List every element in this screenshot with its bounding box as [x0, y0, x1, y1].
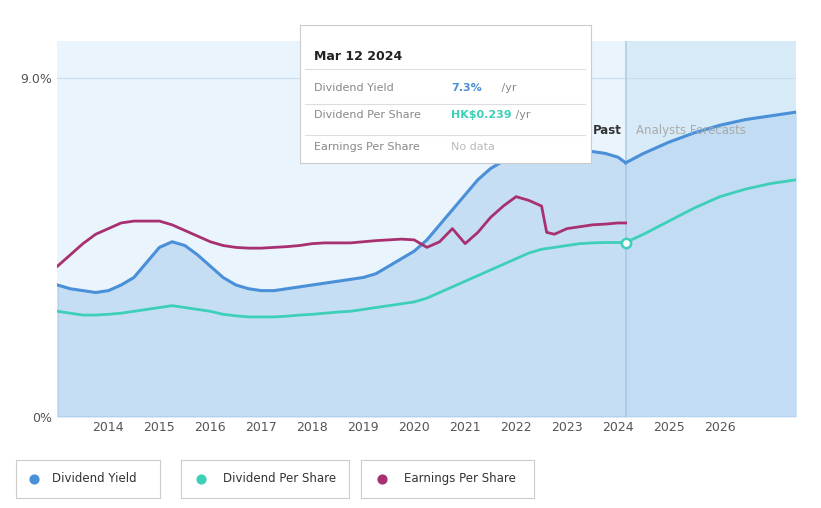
Text: Mar 12 2024: Mar 12 2024	[314, 50, 402, 63]
Text: Dividend Per Share: Dividend Per Share	[222, 472, 336, 485]
Text: Earnings Per Share: Earnings Per Share	[405, 472, 516, 485]
Text: Analysts Forecasts: Analysts Forecasts	[635, 124, 745, 137]
Text: Dividend Yield: Dividend Yield	[314, 83, 394, 93]
Text: HK$0.239: HK$0.239	[452, 110, 511, 120]
Point	[375, 474, 388, 483]
Point	[619, 238, 632, 246]
Text: /yr: /yr	[498, 83, 516, 93]
Text: /yr: /yr	[512, 110, 531, 120]
Text: Dividend Yield: Dividend Yield	[53, 472, 137, 485]
Text: 7.3%: 7.3%	[452, 83, 482, 93]
Text: No data: No data	[452, 142, 495, 152]
Point	[195, 474, 208, 483]
Text: Earnings Per Share: Earnings Per Share	[314, 142, 420, 152]
Bar	[626, 41, 796, 417]
Text: Past: Past	[593, 124, 621, 137]
Text: Dividend Per Share: Dividend Per Share	[314, 110, 421, 120]
Point	[27, 474, 40, 483]
